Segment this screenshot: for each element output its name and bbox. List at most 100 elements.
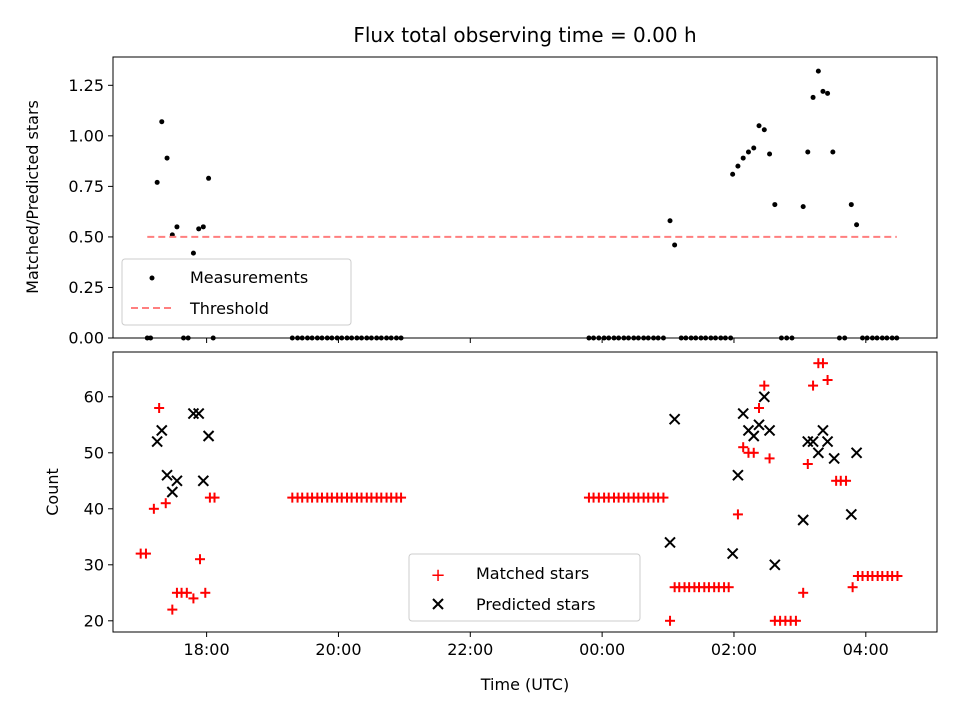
measurement-point	[751, 145, 757, 151]
measurements-legend-marker	[149, 275, 155, 281]
ratio-y-ticks: 0.00 0.25 0.50 0.75 1.00 1.25	[68, 76, 113, 348]
predicted-point	[797, 514, 809, 526]
matched-point	[148, 503, 159, 514]
matched-point	[200, 587, 211, 598]
predicted-point	[828, 452, 840, 465]
x-tick-label: 18:00	[184, 640, 230, 659]
predicted-point	[807, 435, 819, 448]
predicted-point	[171, 475, 183, 487]
measurement-point	[767, 151, 773, 157]
matched-legend-label: Matched stars	[476, 564, 589, 583]
ratio-legend-box	[121, 258, 352, 326]
matched-point	[759, 380, 770, 391]
measurement-point	[815, 68, 821, 74]
predicted-point	[664, 536, 676, 549]
measurement-point	[735, 163, 741, 169]
x-axis-label: Time (UTC)	[480, 675, 569, 694]
count-axes-frame	[112, 351, 938, 633]
chart-title: Flux total observing time = 0.00 h	[353, 23, 696, 47]
count-legend-box	[408, 553, 641, 622]
predicted-point	[737, 407, 749, 420]
measurement-point	[154, 179, 160, 185]
measurement-point	[206, 175, 212, 181]
predicted-point	[821, 435, 834, 448]
matched-point	[817, 358, 828, 369]
x-tick-label: 04:00	[843, 640, 889, 659]
predicted-point	[817, 424, 829, 437]
measurement-point	[730, 171, 736, 177]
matched-point	[802, 459, 813, 469]
predicted-point	[202, 430, 215, 442]
x-tick-label: 20:00	[315, 640, 361, 659]
matched-point	[822, 375, 833, 385]
predicted-point	[812, 447, 825, 459]
measurement-point	[830, 149, 836, 155]
measurement-point	[805, 149, 811, 155]
ratio-axes-frame	[112, 56, 938, 339]
predicted-point	[845, 508, 858, 521]
measurement-point	[200, 224, 206, 230]
matched-point	[808, 380, 819, 391]
measurement-point	[848, 202, 854, 208]
measurement-point	[854, 222, 860, 228]
count-panel: 20 30 40 50 60 18:00 20:00 22:00 00:00 02:00 04:0…	[43, 351, 938, 694]
x-tick-label: 00:00	[579, 640, 625, 659]
ratio-x-ticks	[206, 338, 867, 343]
matched-point	[790, 615, 801, 626]
y-tick-label: 0.25	[68, 278, 104, 297]
y-tick-label: 0.75	[68, 177, 104, 196]
count-legend: + Matched stars Predicted stars	[408, 553, 641, 622]
matched-point	[658, 492, 669, 503]
measurement-point	[164, 155, 170, 161]
matched-legend-marker: +	[430, 565, 445, 586]
x-tick-label: 22:00	[447, 640, 493, 659]
predicted-legend-label: Predicted stars	[476, 595, 596, 614]
measurement-point	[810, 94, 816, 100]
measurement-point	[196, 226, 202, 232]
y-tick-label: 40	[84, 499, 104, 518]
matched-point	[723, 582, 734, 593]
matched-point	[847, 582, 858, 593]
matched-point	[167, 604, 178, 615]
matched-point	[181, 587, 192, 598]
y-tick-label: 60	[84, 387, 104, 406]
matched-point	[764, 453, 775, 464]
threshold-legend-label: Threshold	[189, 299, 269, 318]
ratio-panel: 0.00 0.25 0.50 0.75 1.00 1.25 Matched/Predict…	[23, 56, 938, 348]
matched-point	[140, 548, 151, 559]
count-y-ticks: 20 30 40 50 60	[84, 387, 113, 630]
measurement-point	[800, 204, 806, 210]
matched-point	[841, 475, 852, 486]
ratio-data-layer	[144, 68, 900, 341]
measurement-point	[745, 149, 751, 155]
measurement-point	[825, 90, 831, 96]
y-tick-label: 0.50	[68, 227, 104, 246]
y-tick-label: 20	[84, 611, 104, 630]
measurement-point	[740, 155, 746, 161]
measurement-point	[190, 250, 196, 256]
y-tick-label: 1.25	[68, 76, 104, 95]
matched-point	[188, 593, 199, 604]
matched-point	[748, 447, 759, 458]
predicted-point	[161, 469, 173, 481]
predicted-point	[732, 469, 744, 481]
predicted-legend-marker	[432, 598, 444, 610]
matched-point	[396, 492, 407, 503]
matched-point	[154, 403, 165, 413]
y-tick-label: 30	[84, 555, 104, 574]
measurement-point	[820, 88, 826, 94]
matched-point	[209, 492, 220, 503]
predicted-point	[769, 559, 781, 571]
predicted-point	[151, 435, 163, 448]
matched-point	[160, 498, 171, 509]
measurement-point	[159, 119, 165, 125]
matched-point	[732, 509, 743, 520]
matched-point	[754, 403, 765, 413]
measurement-point	[761, 127, 767, 133]
predicted-point	[668, 413, 681, 425]
ratio-legend: Measurements Threshold	[121, 258, 352, 326]
measurement-point	[667, 218, 673, 224]
measurement-point	[174, 224, 180, 230]
matched-point	[195, 554, 206, 565]
